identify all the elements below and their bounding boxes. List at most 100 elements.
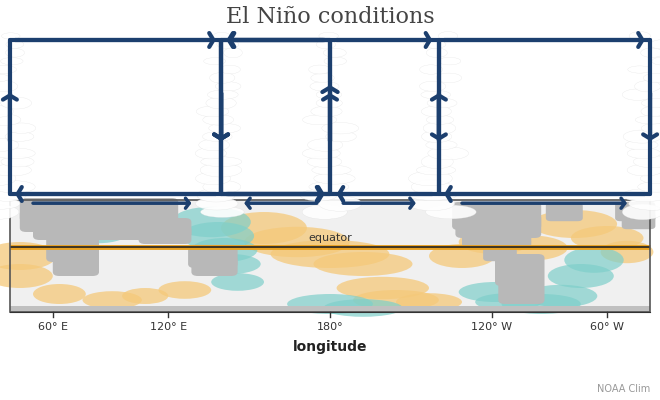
Ellipse shape <box>324 57 346 65</box>
Ellipse shape <box>459 282 531 302</box>
Ellipse shape <box>531 210 617 238</box>
Ellipse shape <box>634 156 660 168</box>
Ellipse shape <box>0 164 32 176</box>
Ellipse shape <box>571 226 644 250</box>
Text: 60° E: 60° E <box>38 322 68 332</box>
Ellipse shape <box>211 273 264 291</box>
Ellipse shape <box>172 207 251 237</box>
Ellipse shape <box>5 132 34 141</box>
Ellipse shape <box>300 190 337 201</box>
Ellipse shape <box>302 148 341 159</box>
Text: 60° W: 60° W <box>590 322 624 332</box>
FancyBboxPatch shape <box>498 280 544 304</box>
Ellipse shape <box>438 57 461 65</box>
Ellipse shape <box>316 40 336 49</box>
Ellipse shape <box>311 106 342 117</box>
Ellipse shape <box>628 66 651 73</box>
Ellipse shape <box>158 281 211 299</box>
Ellipse shape <box>1 97 32 109</box>
Ellipse shape <box>622 189 660 202</box>
Ellipse shape <box>213 32 230 40</box>
Ellipse shape <box>33 284 86 304</box>
Ellipse shape <box>622 89 653 100</box>
Ellipse shape <box>652 57 660 65</box>
FancyBboxPatch shape <box>546 203 583 221</box>
Ellipse shape <box>502 294 581 314</box>
Ellipse shape <box>638 182 660 192</box>
Ellipse shape <box>426 140 457 150</box>
Text: 120° W: 120° W <box>471 322 512 332</box>
Ellipse shape <box>201 157 242 167</box>
Ellipse shape <box>0 106 13 117</box>
Ellipse shape <box>459 230 531 254</box>
Ellipse shape <box>627 164 660 176</box>
FancyBboxPatch shape <box>46 232 99 262</box>
FancyBboxPatch shape <box>125 218 191 238</box>
Ellipse shape <box>206 97 236 109</box>
Ellipse shape <box>564 247 624 273</box>
Ellipse shape <box>224 48 242 58</box>
Ellipse shape <box>423 122 455 134</box>
Ellipse shape <box>421 106 451 117</box>
Ellipse shape <box>326 131 356 142</box>
Ellipse shape <box>302 205 347 219</box>
Ellipse shape <box>197 188 235 202</box>
FancyBboxPatch shape <box>452 202 541 230</box>
Ellipse shape <box>203 114 234 125</box>
Ellipse shape <box>195 148 226 159</box>
Ellipse shape <box>409 171 452 186</box>
Ellipse shape <box>420 81 446 91</box>
Ellipse shape <box>426 48 447 58</box>
Ellipse shape <box>196 106 229 117</box>
Ellipse shape <box>309 182 349 192</box>
Ellipse shape <box>204 58 226 65</box>
Ellipse shape <box>308 139 343 151</box>
Ellipse shape <box>322 122 358 134</box>
Ellipse shape <box>69 221 129 243</box>
Ellipse shape <box>416 165 456 175</box>
Ellipse shape <box>650 40 660 49</box>
Ellipse shape <box>642 98 660 108</box>
Ellipse shape <box>6 40 24 48</box>
Ellipse shape <box>548 264 614 288</box>
FancyBboxPatch shape <box>20 210 165 232</box>
Ellipse shape <box>199 139 230 151</box>
Ellipse shape <box>314 173 355 184</box>
Ellipse shape <box>426 205 476 219</box>
Ellipse shape <box>426 115 454 124</box>
Ellipse shape <box>244 227 350 257</box>
Ellipse shape <box>316 90 342 99</box>
Text: El Niño conditions: El Niño conditions <box>226 6 434 28</box>
Ellipse shape <box>1 33 20 39</box>
FancyBboxPatch shape <box>33 220 152 240</box>
Ellipse shape <box>627 148 660 159</box>
Ellipse shape <box>475 293 541 311</box>
Ellipse shape <box>59 210 125 234</box>
Bar <box>10 200 650 312</box>
Ellipse shape <box>1 58 23 65</box>
Text: equator: equator <box>308 233 352 243</box>
Ellipse shape <box>409 190 457 200</box>
Ellipse shape <box>207 90 238 99</box>
Ellipse shape <box>428 147 469 160</box>
Ellipse shape <box>635 116 660 124</box>
Ellipse shape <box>323 48 346 57</box>
Ellipse shape <box>200 163 242 177</box>
Ellipse shape <box>601 241 653 263</box>
Ellipse shape <box>271 240 389 268</box>
FancyBboxPatch shape <box>20 198 178 222</box>
Ellipse shape <box>629 197 660 210</box>
Ellipse shape <box>312 165 351 175</box>
Text: NOAA Clim: NOAA Clim <box>597 384 650 394</box>
Ellipse shape <box>353 290 439 310</box>
Ellipse shape <box>215 82 241 91</box>
Ellipse shape <box>82 291 142 309</box>
Ellipse shape <box>396 293 462 311</box>
Ellipse shape <box>314 252 412 276</box>
Ellipse shape <box>642 124 660 133</box>
Ellipse shape <box>0 81 18 92</box>
FancyBboxPatch shape <box>188 245 238 268</box>
Text: longitude: longitude <box>293 340 367 354</box>
Ellipse shape <box>622 204 660 220</box>
Ellipse shape <box>182 222 254 250</box>
